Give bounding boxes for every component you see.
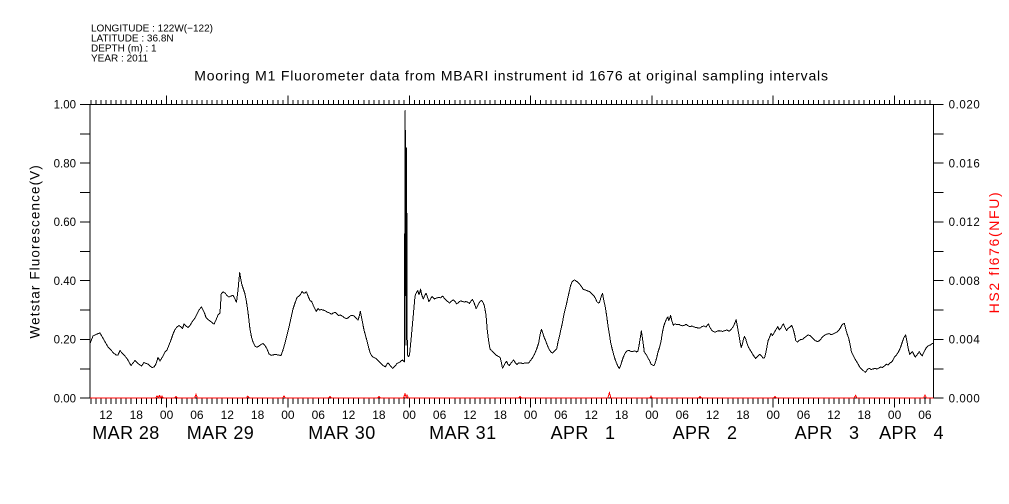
svg-text:00: 00	[281, 408, 295, 422]
svg-text:18: 18	[858, 408, 872, 422]
svg-text:MAR 28: MAR 28	[92, 423, 159, 443]
svg-text:18: 18	[372, 408, 386, 422]
svg-text:12: 12	[221, 408, 235, 422]
svg-text:MAR 29: MAR 29	[187, 423, 254, 443]
svg-text:06: 06	[312, 408, 326, 422]
svg-text:0.004: 0.004	[949, 335, 981, 347]
svg-text:00: 00	[645, 408, 659, 422]
svg-text:LATITUDE : 36.8N: LATITUDE : 36.8N	[91, 34, 174, 45]
svg-text:06: 06	[190, 408, 204, 422]
svg-text:LONGITUDE : 122W(−122): LONGITUDE : 122W(−122)	[91, 23, 213, 34]
svg-text:Wetstar Fluorescence(V): Wetstar Fluorescence(V)	[28, 164, 43, 338]
svg-text:APR 2: APR 2	[673, 423, 738, 443]
svg-text:DEPTH (m) : 1: DEPTH (m) : 1	[91, 44, 157, 55]
svg-text:0.020: 0.020	[949, 100, 981, 112]
svg-text:06: 06	[797, 408, 811, 422]
svg-text:12: 12	[827, 408, 841, 422]
svg-text:0.000: 0.000	[949, 393, 981, 405]
svg-text:12: 12	[463, 408, 477, 422]
svg-text:18: 18	[615, 408, 629, 422]
svg-text:Mooring M1 Fluorometer data fr: Mooring M1 Fluorometer data from MBARI i…	[194, 67, 829, 83]
svg-text:18: 18	[736, 408, 750, 422]
svg-text:0.008: 0.008	[949, 276, 981, 288]
svg-text:12: 12	[585, 408, 599, 422]
svg-text:0.60: 0.60	[54, 217, 76, 229]
svg-text:0.20: 0.20	[54, 335, 76, 347]
svg-text:0.80: 0.80	[54, 158, 76, 170]
svg-text:12: 12	[99, 408, 113, 422]
svg-text:APR 3: APR 3	[795, 423, 860, 443]
svg-text:00: 00	[888, 408, 902, 422]
svg-text:00: 00	[403, 408, 417, 422]
svg-text:00: 00	[524, 408, 538, 422]
svg-text:12: 12	[706, 408, 720, 422]
svg-text:00: 00	[160, 408, 174, 422]
svg-text:0.40: 0.40	[54, 276, 76, 288]
svg-text:06: 06	[554, 408, 568, 422]
svg-text:MAR 30: MAR 30	[308, 423, 375, 443]
svg-text:0.016: 0.016	[949, 158, 981, 170]
svg-text:HS2 fl676(NFU): HS2 fl676(NFU)	[986, 191, 1002, 314]
svg-text:06: 06	[676, 408, 690, 422]
svg-text:0.00: 0.00	[54, 393, 76, 405]
svg-text:00: 00	[767, 408, 781, 422]
svg-text:12: 12	[342, 408, 356, 422]
svg-text:18: 18	[494, 408, 508, 422]
svg-text:MAR 31: MAR 31	[429, 423, 496, 443]
svg-text:APR 4: APR 4	[879, 423, 944, 443]
svg-text:YEAR : 2011: YEAR : 2011	[91, 54, 149, 65]
svg-text:1.00: 1.00	[54, 100, 76, 112]
svg-text:06: 06	[918, 408, 932, 422]
svg-text:18: 18	[251, 408, 265, 422]
svg-text:18: 18	[130, 408, 144, 422]
svg-text:APR 1: APR 1	[551, 423, 616, 443]
svg-text:06: 06	[433, 408, 447, 422]
svg-text:0.012: 0.012	[949, 217, 981, 229]
